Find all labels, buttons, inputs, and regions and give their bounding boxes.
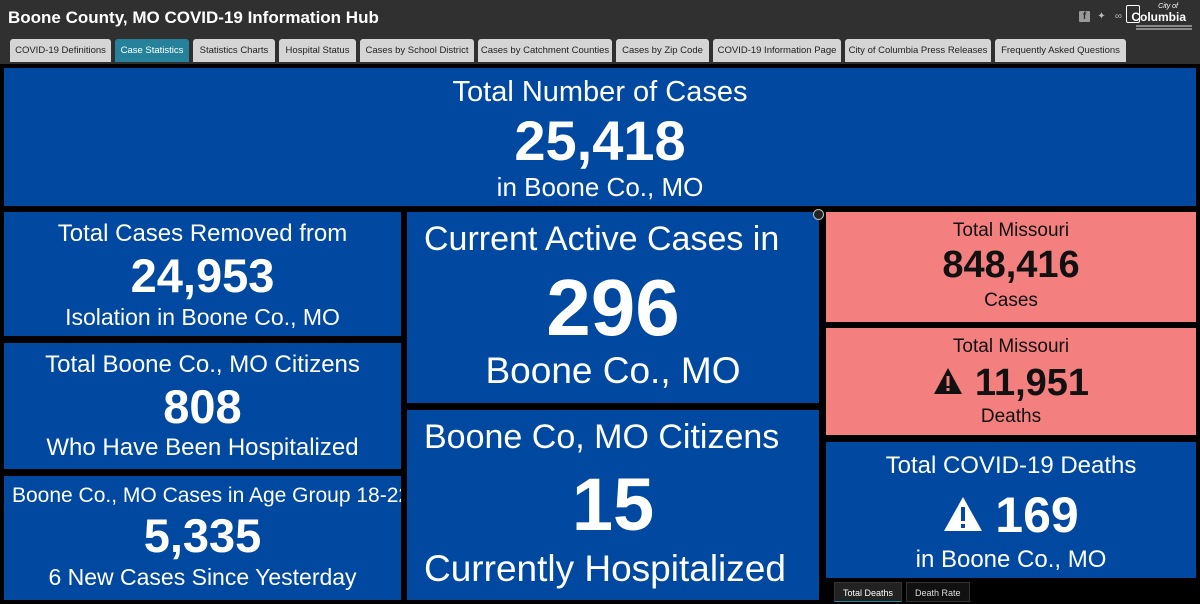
panel-value-row: 169 (826, 486, 1196, 544)
panel-subtitle: in Boone Co., MO (496, 172, 704, 202)
panel-title: Total Number of Cases (452, 76, 748, 108)
warning-icon (933, 367, 963, 395)
panel-title: Total Missouri (952, 336, 1070, 357)
logo-city-text: City of (1158, 3, 1178, 10)
panel-subtitle: Deaths (980, 406, 1042, 427)
panel-value: 5,335 (143, 509, 262, 562)
panel-value: 169 (995, 487, 1079, 543)
panel-value: 808 (163, 380, 242, 433)
tab-faq[interactable]: Frequently Asked Questions (995, 39, 1126, 62)
app-header: Boone County, MO COVID-19 Information Hu… (0, 0, 1200, 36)
city-of-columbia-logo: City of Columbia (1124, 2, 1194, 34)
tab-statistics-charts[interactable]: Statistics Charts (193, 39, 275, 62)
panel-title: Boone Co., MO Cases in Age Group 18-22 (12, 484, 401, 507)
panel-title: Boone Co, MO Citizens (424, 418, 780, 456)
deaths-tab-bar: Total Deaths Death Rate (834, 582, 970, 602)
twitter-icon[interactable]: ✦ (1097, 11, 1106, 22)
missouri-deaths-panel: Total Missouri 11,951 Deaths (826, 328, 1196, 435)
tab-cases-by-zip-code[interactable]: Cases by Zip Code (616, 39, 709, 62)
boone-deaths-panel: Total COVID-19 Deaths 169 in Boone Co., … (826, 442, 1196, 578)
tab-covid-definitions[interactable]: COVID-19 Definitions (10, 39, 111, 62)
missouri-cases-panel: Total Missouri 848,416 Cases (826, 212, 1196, 322)
tab-case-statistics[interactable]: Case Statistics (115, 39, 189, 62)
tab-total-deaths[interactable]: Total Deaths (834, 582, 903, 602)
total-cases-panel: Total Number of Cases 25,418 in Boone Co… (4, 68, 1196, 206)
social-links: f ✦ ∞ (1079, 11, 1124, 22)
panel-value-row: 11,951 (826, 362, 1196, 405)
panel-title: Total COVID-19 Deaths (885, 452, 1137, 479)
panel-value: 296 (546, 263, 680, 352)
panel-subtitle: Boone Co., MO (485, 350, 741, 391)
panel-subtitle: Who Have Been Hospitalized (46, 434, 359, 461)
logo-subtext-lines (1136, 25, 1192, 31)
expand-icon[interactable] (813, 209, 824, 220)
columbia-logo-mark-icon (1126, 5, 1140, 23)
tab-death-rate[interactable]: Death Rate (906, 582, 970, 602)
panel-value: 11,951 (974, 362, 1090, 404)
panel-subtitle: Currently Hospitalized (424, 548, 786, 589)
app-title: Boone County, MO COVID-19 Information Hu… (8, 8, 379, 27)
tab-bar: COVID-19 Definitions Case Statistics Sta… (0, 36, 1200, 64)
panel-value: 25,418 (514, 109, 686, 172)
link-icon[interactable]: ∞ (1114, 11, 1123, 22)
tab-press-releases[interactable]: City of Columbia Press Releases (845, 39, 991, 62)
panel-value: 848,416 (942, 244, 1080, 286)
logo-name-text: Columbia (1131, 10, 1186, 24)
tab-covid-information-page[interactable]: COVID-19 Information Page (713, 39, 841, 62)
tab-hospital-status[interactable]: Hospital Status (279, 39, 356, 62)
panel-title: Total Cases Removed from (57, 220, 348, 247)
panel-title: Total Missouri (952, 220, 1070, 241)
currently-hospitalized-panel: Boone Co, MO Citizens 15 Currently Hospi… (407, 410, 819, 600)
panel-subtitle: 6 New Cases Since Yesterday (48, 564, 357, 590)
cases-removed-panel: Total Cases Removed from 24,953 Isolatio… (4, 212, 401, 336)
active-cases-panel: Current Active Cases in 296 Boone Co., M… (407, 212, 819, 403)
age-group-panel: Boone Co., MO Cases in Age Group 18-22 5… (4, 476, 401, 600)
panel-title: Current Active Cases in (424, 220, 780, 258)
panel-value: 24,953 (130, 249, 275, 302)
panel-value: 15 (571, 463, 655, 546)
panel-subtitle: Isolation in Boone Co., MO (65, 304, 340, 330)
tab-cases-by-catchment-counties[interactable]: Cases by Catchment Counties (478, 39, 612, 62)
warning-icon (943, 496, 983, 532)
facebook-icon[interactable]: f (1079, 11, 1090, 22)
total-hospitalized-panel: Total Boone Co., MO Citizens 808 Who Hav… (4, 343, 401, 469)
panel-subtitle: in Boone Co., MO (915, 546, 1107, 573)
panel-title: Total Boone Co., MO Citizens (45, 351, 360, 378)
tab-cases-by-school-district[interactable]: Cases by School District (360, 39, 474, 62)
panel-subtitle: Cases (984, 290, 1038, 311)
